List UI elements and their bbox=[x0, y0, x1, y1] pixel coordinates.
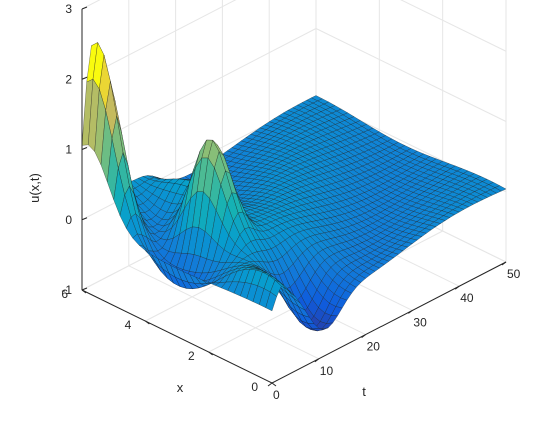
t-tick-label: 50 bbox=[507, 267, 521, 281]
x-tick-label: 2 bbox=[188, 349, 195, 363]
x-tick-mark bbox=[272, 383, 276, 386]
t-tick-label: 10 bbox=[320, 364, 334, 378]
z-axis-label: u(x,t) bbox=[27, 173, 42, 203]
z-tick-label: 3 bbox=[65, 2, 72, 16]
wall-grid-line bbox=[82, 0, 316, 9]
z-tick-label: -1 bbox=[61, 283, 72, 297]
t-tick-label: 20 bbox=[367, 340, 381, 354]
z-tick-label: 1 bbox=[65, 143, 72, 157]
t-tick-label: 40 bbox=[460, 291, 474, 305]
t-axis-label: t bbox=[362, 384, 366, 399]
x-tick-label: 4 bbox=[125, 318, 132, 332]
t-tick-label: 30 bbox=[413, 315, 427, 329]
x-tick-label: 0 bbox=[251, 380, 258, 394]
t-tick-mark bbox=[268, 383, 272, 386]
t-tick-label: 0 bbox=[273, 388, 280, 402]
z-tick-label: 0 bbox=[65, 213, 72, 227]
x-axis-line bbox=[82, 290, 272, 383]
wall-grid-line bbox=[316, 0, 506, 51]
wall-grid-line bbox=[82, 0, 316, 79]
z-tick-label: 2 bbox=[65, 72, 72, 86]
x-axis-label: x bbox=[177, 380, 184, 395]
wall-grid-line bbox=[316, 29, 506, 122]
